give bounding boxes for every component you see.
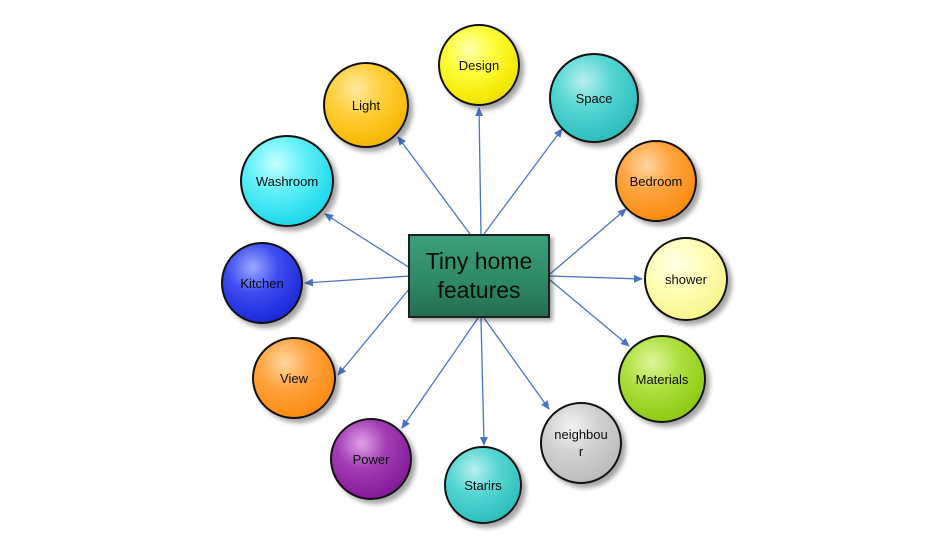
arrow-to-view — [337, 287, 411, 376]
node-bedroom-label: Bedroom — [629, 173, 683, 189]
arrow-to-bedroom — [549, 208, 627, 275]
node-kitchen: Kitchen — [221, 242, 303, 324]
node-shower: shower — [644, 237, 728, 321]
node-materials: Materials — [618, 335, 706, 423]
node-design: Design — [438, 24, 520, 106]
node-neighbour: neighbou r — [540, 402, 622, 484]
node-view: View — [252, 337, 336, 419]
node-materials-label: Materials — [635, 371, 689, 387]
arrow-to-materials — [549, 279, 630, 347]
node-bedroom: Bedroom — [615, 140, 697, 222]
node-light-label: Light — [351, 97, 381, 113]
node-design-label: Design — [458, 57, 500, 73]
arrow-to-shower — [549, 274, 643, 283]
node-shower-label: shower — [665, 271, 707, 287]
arrow-to-neighbour — [483, 317, 550, 410]
arrow-to-power — [401, 317, 479, 429]
node-neighbour-label: neighbou r — [554, 427, 608, 459]
central-topic-label: Tiny home features — [425, 248, 533, 303]
arrow-to-kitchen — [304, 275, 411, 287]
node-stairs-label: Starirs — [464, 477, 502, 493]
node-power: Power — [330, 418, 412, 500]
node-power-label: Power — [352, 451, 390, 467]
node-light: Light — [323, 62, 409, 148]
node-stairs: Starirs — [444, 446, 522, 524]
node-space: Space — [549, 53, 639, 143]
node-washroom: Washroom — [240, 135, 334, 227]
node-kitchen-label: Kitchen — [240, 275, 284, 291]
node-view-label: View — [280, 370, 308, 386]
arrow-to-washroom — [324, 213, 411, 269]
central-topic-box: Tiny home features — [408, 234, 550, 318]
node-space-label: Space — [575, 90, 613, 106]
arrow-to-light — [397, 136, 471, 235]
arrow-to-space — [483, 128, 563, 235]
node-washroom-label: Washroom — [255, 173, 319, 189]
arrow-to-design — [475, 107, 484, 235]
arrow-to-stairs — [479, 317, 488, 446]
